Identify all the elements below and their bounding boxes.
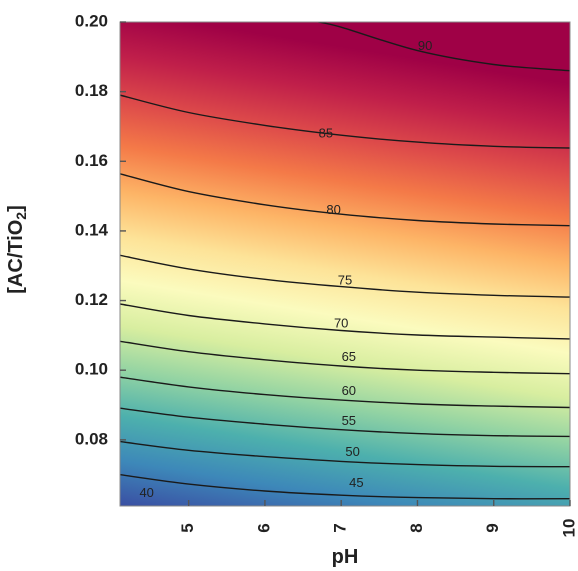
contour-line-70 xyxy=(120,303,570,340)
contour-line-85 xyxy=(120,94,570,149)
y-axis-title-main: [AC/TiO xyxy=(5,220,27,294)
x-tick-label: 7 xyxy=(331,523,350,532)
contour-line-75 xyxy=(120,254,570,298)
y-axis-title-subscript: 2 xyxy=(13,212,29,220)
plot-background xyxy=(120,22,570,506)
x-axis-title: pH xyxy=(332,546,359,568)
plot-frame xyxy=(119,21,571,507)
y-tick-label: 0.16 xyxy=(75,151,108,170)
contour-line-90 xyxy=(318,22,570,72)
contour-label-80: 80 xyxy=(326,202,340,217)
contour-line-55 xyxy=(120,407,570,438)
contour-label-85: 85 xyxy=(319,126,333,141)
y-tick-label: 0.18 xyxy=(75,81,108,100)
x-tick-label: 10 xyxy=(559,519,578,538)
y-axis-title-end: ] xyxy=(5,205,27,212)
contour-line-80 xyxy=(120,173,570,227)
contour-line-60 xyxy=(120,376,570,409)
contour-label-45: 45 xyxy=(349,475,363,490)
x-tick-label: 9 xyxy=(483,523,502,532)
contour-line-45 xyxy=(120,474,570,500)
contour-label-60: 60 xyxy=(342,383,356,398)
contour-label-40: 40 xyxy=(139,485,153,500)
contour-line-65 xyxy=(120,340,570,375)
contour-line-50 xyxy=(120,440,570,468)
contour-label-75: 75 xyxy=(338,273,352,288)
contour-label-55: 55 xyxy=(342,413,356,428)
y-tick-label: 0.10 xyxy=(75,360,108,379)
contour-label-90: 90 xyxy=(418,38,432,53)
y-axis: 0.08 0.10 0.12 0.14 0.16 0.18 0.20 xyxy=(75,11,126,448)
y-tick-label: 0.14 xyxy=(75,220,109,239)
x-axis: 5 6 7 8 9 10 xyxy=(178,500,578,537)
contour-lines xyxy=(120,22,570,500)
contour-label-50: 50 xyxy=(345,444,359,459)
y-tick-label: 0.12 xyxy=(75,290,108,309)
x-tick-label: 8 xyxy=(407,523,426,532)
contour-labels: 40 45 50 55 60 65 70 75 80 85 90 xyxy=(139,38,432,500)
y-axis-title: [AC/TiO2] xyxy=(5,205,29,294)
contour-label-65: 65 xyxy=(342,349,356,364)
x-tick-label: 6 xyxy=(254,523,273,532)
contour-label-70: 70 xyxy=(334,316,348,331)
y-tick-label: 0.20 xyxy=(75,11,108,30)
x-tick-label: 5 xyxy=(178,523,197,532)
y-tick-label: 0.08 xyxy=(75,429,108,448)
